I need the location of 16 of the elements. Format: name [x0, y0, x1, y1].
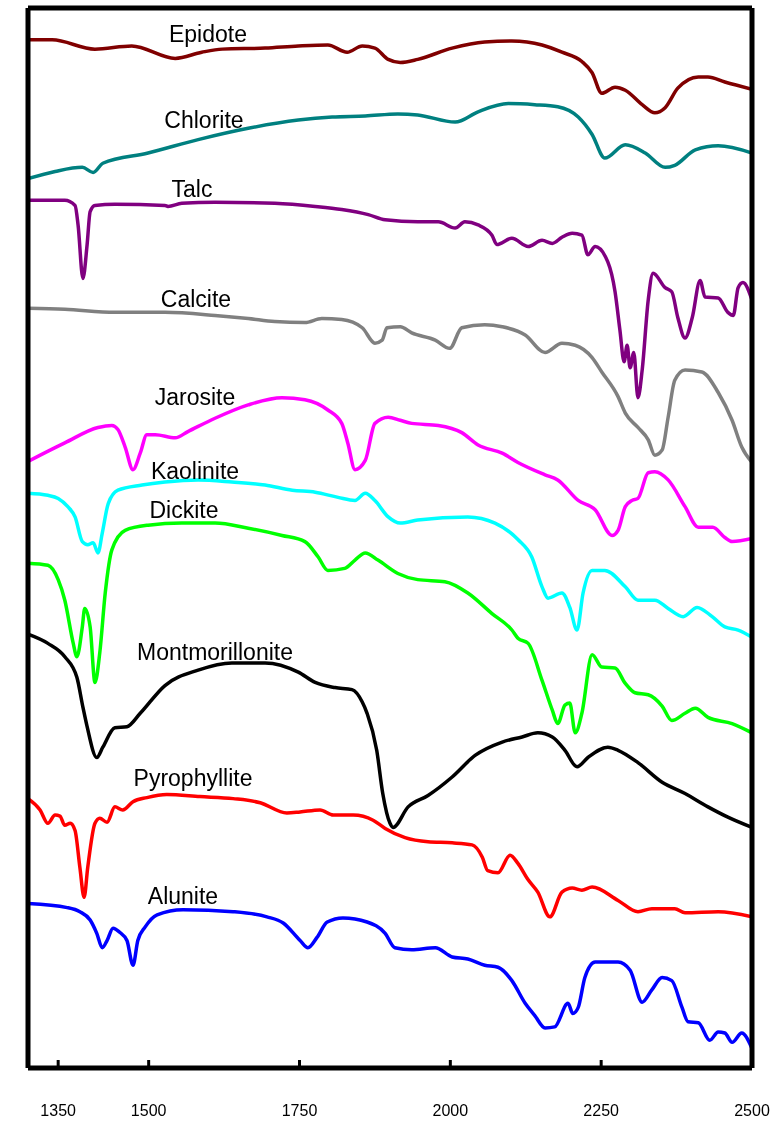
series-label: Dickite [149, 497, 219, 524]
x-tick-label: 1750 [281, 1102, 318, 1119]
series-label: Calcite [160, 286, 232, 313]
x-tick-label: 2000 [432, 1102, 469, 1119]
series-label: Alunite [147, 882, 219, 909]
series-label: Kaolinite [150, 457, 240, 484]
series-label: Epidote [168, 21, 248, 48]
series-label: Chlorite [164, 106, 244, 133]
x-tick-label: 1500 [130, 1102, 167, 1119]
x-tick-label: 1350 [40, 1102, 77, 1119]
x-tick-label: 2500 [734, 1102, 770, 1119]
series-label: Talc [171, 176, 213, 203]
series-label: Montmorillonite [137, 639, 293, 666]
series-label: Jarosite [154, 383, 236, 410]
series-label: Pyrophyllite [133, 764, 253, 791]
x-tick-label: 2250 [583, 1102, 620, 1119]
